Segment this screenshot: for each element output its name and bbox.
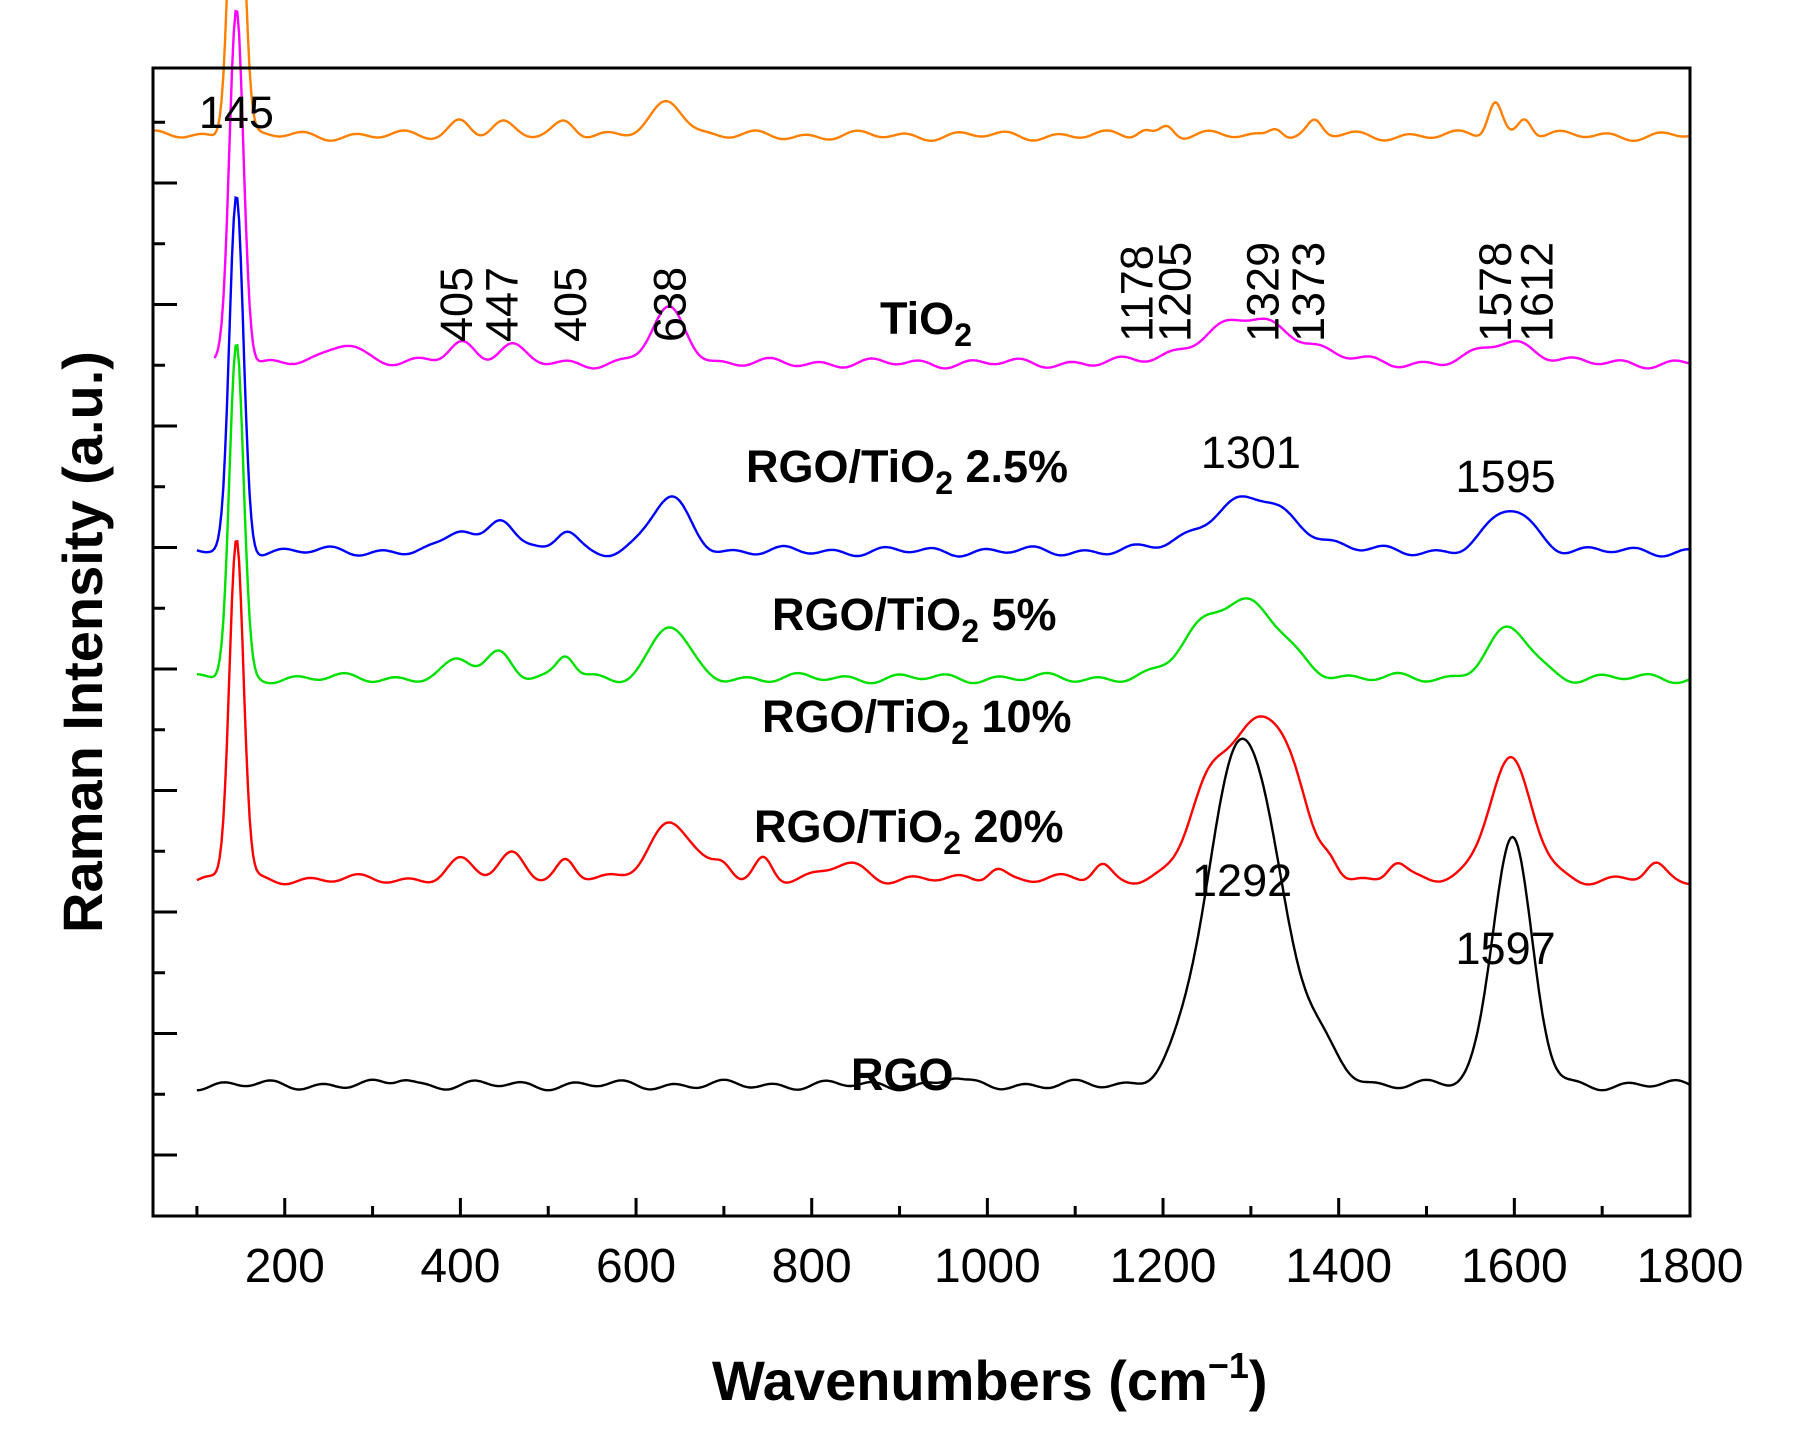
peak-label-1178: 1178 [1112,245,1163,342]
peak-label-1597: 1597 [1456,923,1556,974]
x-axis-title: Wavenumbers (cm−1) [712,1345,1268,1412]
series-labels: RGO RGO/TiO2 20% RGO/TiO2 10% RGO/TiO2 5% RG… [746,293,1072,1100]
series-line-rgo-tio2-2-5- [213,9,1691,370]
peak-label-1612: 1612 [1511,242,1562,342]
series-label-rgo-tio2-10-: RGO/TiO2 10% [762,691,1072,751]
x-tick-label: 1400 [1285,1240,1392,1293]
peak-label-1292: 1292 [1192,855,1292,906]
peak-label-405: 405 [545,267,596,342]
peak-label-1595: 1595 [1456,451,1556,502]
x-tick-label: 600 [596,1240,676,1293]
peak-label-145: 145 [199,87,274,138]
series-label-rgo-tio2-5-: RGO/TiO2 5% [772,589,1057,649]
peak-label-1373: 1373 [1283,242,1334,342]
series-layer [152,0,1691,1092]
series-label-tio2: TiO2 [880,293,972,353]
peak-label-447: 447 [477,267,528,342]
plot-frame [151,66,1692,1218]
peak-label-1205: 1205 [1149,242,1200,342]
x-tick-label: 1000 [934,1240,1041,1293]
x-axis-ticks [195,1198,1692,1216]
series-line-tio2 [152,0,1691,143]
x-tick-label: 200 [245,1240,325,1293]
peak-label-405: 405 [431,267,482,342]
x-tick-label: 1200 [1110,1240,1217,1293]
x-tick-label: 400 [420,1240,500,1293]
x-tick-label: 1600 [1461,1240,1568,1293]
series-line-rgo-tio2-10- [196,343,1691,685]
series-label-rgo-tio2-2-5-: RGO/TiO2 2.5% [746,441,1068,501]
x-tick-label: 800 [772,1240,852,1293]
peak-label-638: 638 [644,267,695,342]
x-axis-tick-labels: 200 400 600 800 1000 1200 1400 1600 1800 [245,1240,1744,1293]
y-axis-title: Raman Intensity (a.u.) [51,351,114,933]
series-line-rgo [196,737,1691,1092]
series-line-rgo-tio2-20- [196,539,1691,886]
peak-label-1329: 1329 [1237,242,1288,342]
y-axis-ticks [153,120,177,1157]
x-tick-label: 1800 [1637,1240,1744,1293]
series-label-rgo: RGO [851,1049,954,1100]
peak-label-1578: 1578 [1470,242,1521,342]
series-line-rgo-tio2-5- [196,196,1691,558]
series-label-rgo-tio2-20-: RGO/TiO2 20% [754,801,1064,861]
peak-label-1301: 1301 [1201,427,1301,478]
